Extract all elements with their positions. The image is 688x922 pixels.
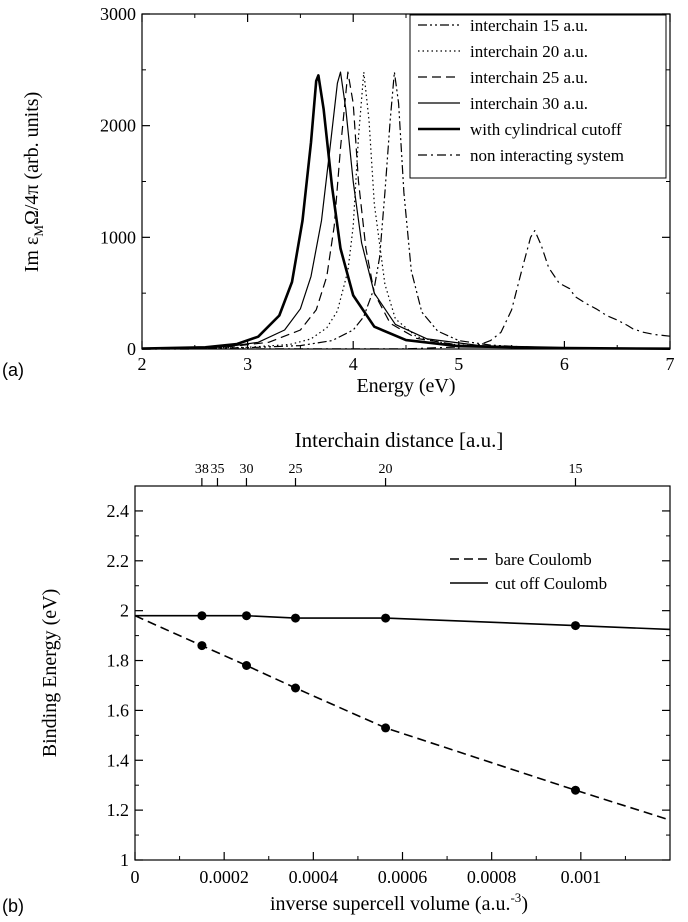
legend-label-a-6: non interacting system xyxy=(470,146,624,165)
panel-a-energy-spectrum-chart: 0 1000 2000 3000 2 3 4 5 6 7 Energy (eV) Im εMΩ/… xyxy=(2,4,675,397)
top-tick-label-b: 30 xyxy=(239,462,253,477)
top-tick-label-b: 20 xyxy=(379,462,393,477)
data-point-b-1 xyxy=(197,641,207,651)
y-axis-title-a: Im εMΩ/4π (arb. units) xyxy=(21,92,46,272)
panel-b-binding-energy-chart: 1 1.2 1.4 1.6 1.8 2 2.2 2.4 0 0.0002 0.0004 0.0006… xyxy=(2,428,671,916)
y-tick-label-b: 1.8 xyxy=(107,651,130,671)
legend-label-a-4: interchain 30 a.u. xyxy=(470,94,588,113)
series-line-b-1 xyxy=(134,614,671,821)
top-tick-label-b: 38 xyxy=(195,462,209,477)
y-tick-label-a: 3000 xyxy=(100,4,136,24)
series-line-a-1 xyxy=(141,71,671,350)
y-tick-label-a: 0 xyxy=(127,339,136,359)
x-tick-label-b: 0.0008 xyxy=(467,867,517,887)
legend-label-a-5: with cylindrical cutoff xyxy=(470,120,622,139)
y-tick-label-b: 1.2 xyxy=(107,800,130,820)
x-tick-label-a: 6 xyxy=(560,354,569,374)
x-axis-title-b: inverse supercell volume (a.u.-3) xyxy=(270,890,528,915)
legend-label-a-2: interchain 20 a.u. xyxy=(470,42,588,61)
top-axis-title-b: Interchain distance [a.u.] xyxy=(295,428,504,452)
x-tick-label-b: 0.0002 xyxy=(199,867,249,887)
legend-label-a-1: interchain 15 a.u. xyxy=(470,16,588,35)
data-point-b-2 xyxy=(242,611,251,621)
panel-label-b: (b) xyxy=(2,896,24,916)
series-group-a xyxy=(141,71,671,350)
y-axis-title-b: Binding Energy (eV) xyxy=(39,589,61,758)
x-tick-label-b: 0.0006 xyxy=(378,867,428,887)
y-tick-label-b: 2.4 xyxy=(107,501,130,521)
y-tick-label-b: 2 xyxy=(120,601,129,621)
y-tick-label-b: 2.2 xyxy=(107,551,130,571)
series-line-a-6 xyxy=(141,230,671,350)
top-tick-label-b: 15 xyxy=(568,462,582,477)
x-axis-b: 0 0.0002 0.0004 0.0006 0.0008 0.001 xyxy=(131,852,626,887)
y-axis-a: 0 1000 2000 3000 xyxy=(100,4,670,359)
y-tick-label-b: 1.6 xyxy=(107,700,130,720)
data-point-b-2 xyxy=(197,611,207,621)
x-tick-label-b: 0.0004 xyxy=(289,867,339,887)
y-axis-b: 1 1.2 1.4 1.6 1.8 2 2.2 2.4 xyxy=(107,485,670,870)
top-axis-b: 38 35 30 25 20 15 xyxy=(195,462,582,486)
series-line-a-5 xyxy=(141,74,671,350)
y-tick-label-a: 2000 xyxy=(100,116,136,136)
legend-box-a xyxy=(409,14,667,179)
y-tick-label-a: 1000 xyxy=(100,227,136,247)
series-group-b xyxy=(134,611,671,821)
legend-label-b-1: bare Coulomb xyxy=(495,550,592,569)
data-point-b-1 xyxy=(381,723,391,733)
series-line-b-2 xyxy=(135,614,671,631)
legend-label-a-3: interchain 25 a.u. xyxy=(470,68,588,87)
legend-b: bare Coulomb cut off Coulomb xyxy=(450,550,607,593)
y-tick-label-b: 1.4 xyxy=(107,750,130,770)
x-tick-label-a: 3 xyxy=(243,354,252,374)
top-tick-label-b: 25 xyxy=(289,462,303,477)
data-point-b-2 xyxy=(381,613,391,623)
data-point-b-2 xyxy=(291,613,300,623)
data-point-b-1 xyxy=(571,785,580,795)
series-line-a-4 xyxy=(141,71,671,350)
plot-frame-b xyxy=(134,485,671,861)
data-point-b-1 xyxy=(291,683,300,693)
panel-label-a: (a) xyxy=(2,360,24,380)
top-tick-label-b: 35 xyxy=(210,462,224,477)
x-tick-label-b: 0 xyxy=(131,867,140,887)
x-tick-label-b: 0.001 xyxy=(561,867,602,887)
data-point-b-2 xyxy=(571,621,580,631)
legend-a: interchain 15 a.u. interchain 20 a.u. inte… xyxy=(409,14,667,179)
x-tick-label-a: 4 xyxy=(349,354,358,374)
x-tick-label-a: 7 xyxy=(666,354,675,374)
data-point-b-1 xyxy=(242,661,251,670)
x-tick-label-a: 2 xyxy=(138,354,147,374)
x-tick-label-a: 5 xyxy=(454,354,463,374)
y-tick-label-b: 1 xyxy=(120,850,129,870)
x-axis-title-a: Energy (eV) xyxy=(356,375,455,397)
legend-label-b-2: cut off Coulomb xyxy=(495,574,607,593)
